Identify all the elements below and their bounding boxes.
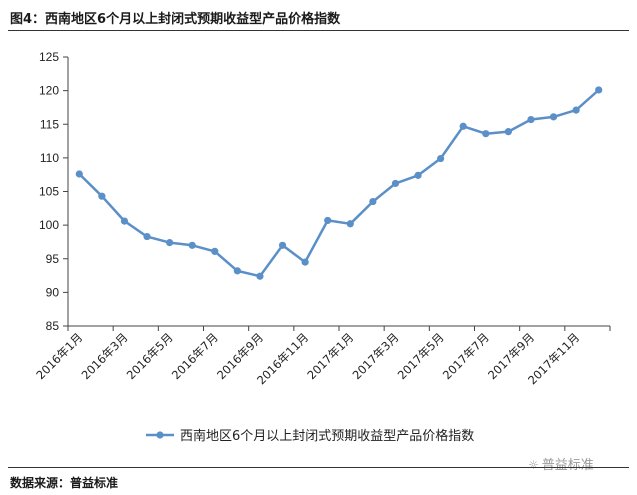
data-point <box>391 179 400 188</box>
bottom-divider <box>8 467 629 468</box>
y-tick-label: 90 <box>46 285 60 299</box>
data-point <box>504 128 512 136</box>
x-tick-label: 2017年3月 <box>350 330 402 382</box>
data-point <box>595 86 603 94</box>
y-axis: 85 90 95 100 105 110 115 120 125 <box>39 50 69 333</box>
y-tick-label: 125 <box>39 50 59 64</box>
data-point <box>233 267 241 275</box>
data-point <box>120 217 129 225</box>
y-tick-label: 95 <box>46 252 60 266</box>
data-point <box>75 170 83 178</box>
data-point <box>482 130 490 138</box>
data-point <box>98 192 106 200</box>
data-point <box>143 232 151 241</box>
data-point <box>437 154 445 163</box>
x-tick-label: 2016年7月 <box>169 330 221 382</box>
y-tick-label: 100 <box>39 218 59 232</box>
y-tick-label: 105 <box>39 185 59 199</box>
data-point <box>459 122 467 130</box>
source-note: 数据来源：普益标准 <box>10 476 119 490</box>
data-point <box>301 258 309 266</box>
legend-label: 西南地区6个月以上封闭式预期收益型产品价格指数 <box>180 428 474 444</box>
data-point <box>211 247 219 255</box>
x-tick-label: 2017年5月 <box>395 330 447 382</box>
series-line-group <box>75 86 603 280</box>
y-tick-label: 115 <box>40 117 59 131</box>
data-point <box>256 272 264 280</box>
data-point <box>369 197 377 206</box>
x-axis: 2016年1月2016年3月2016年5月2016年7月2016年9月2016年… <box>33 325 611 387</box>
x-tick-label: 2017年7月 <box>440 330 492 382</box>
data-point <box>324 216 332 225</box>
legend: 西南地区6个月以上封闭式预期收益型产品价格指数 <box>146 428 474 444</box>
y-tick-label: 120 <box>39 84 59 98</box>
y-tick-label: 85 <box>46 319 60 333</box>
x-tick-label: 2016年3月 <box>79 330 131 382</box>
data-point <box>188 241 196 249</box>
watermark: ☼ 普益标准 <box>528 454 594 473</box>
watermark-text: 普益标准 <box>541 458 594 473</box>
series-line <box>78 89 600 278</box>
data-point <box>549 113 558 121</box>
top-divider <box>8 30 629 31</box>
data-point <box>414 171 422 179</box>
wechat-icon: ☼ <box>528 458 539 472</box>
data-point <box>527 115 535 124</box>
legend-marker-swatch <box>156 431 164 439</box>
data-point <box>346 220 354 228</box>
x-tick-label: 2017年1月 <box>304 330 356 382</box>
data-point <box>166 239 174 247</box>
data-point <box>278 241 287 249</box>
x-tick-label: 2016年5月 <box>124 330 176 382</box>
y-tick-label: 110 <box>40 151 59 165</box>
data-point <box>572 106 580 114</box>
x-tick-label: 2016年1月 <box>33 330 85 382</box>
figure-title: 图4：西南地区6个月以上封闭式预期收益型产品价格指数 <box>10 12 341 27</box>
